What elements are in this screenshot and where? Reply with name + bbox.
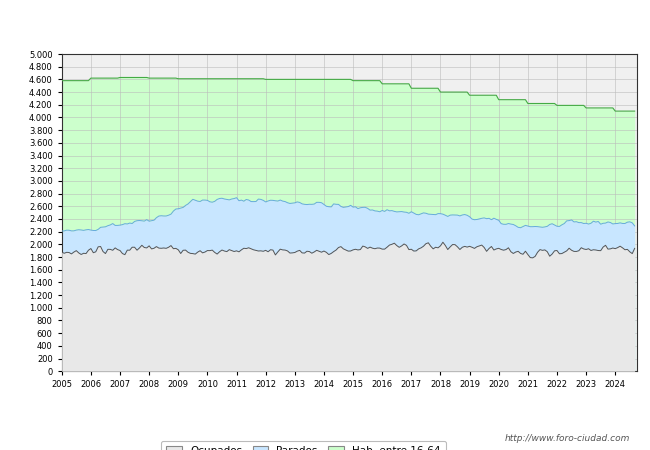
Legend: Ocupados, Parados, Hab. entre 16-64: Ocupados, Parados, Hab. entre 16-64	[161, 441, 446, 450]
Text: http://www.foro-ciudad.com: http://www.foro-ciudad.com	[505, 434, 630, 443]
Text: Hinojosa del Duque - Evolucion de la poblacion en edad de Trabajar Septiembre de: Hinojosa del Duque - Evolucion de la pob…	[83, 18, 567, 29]
